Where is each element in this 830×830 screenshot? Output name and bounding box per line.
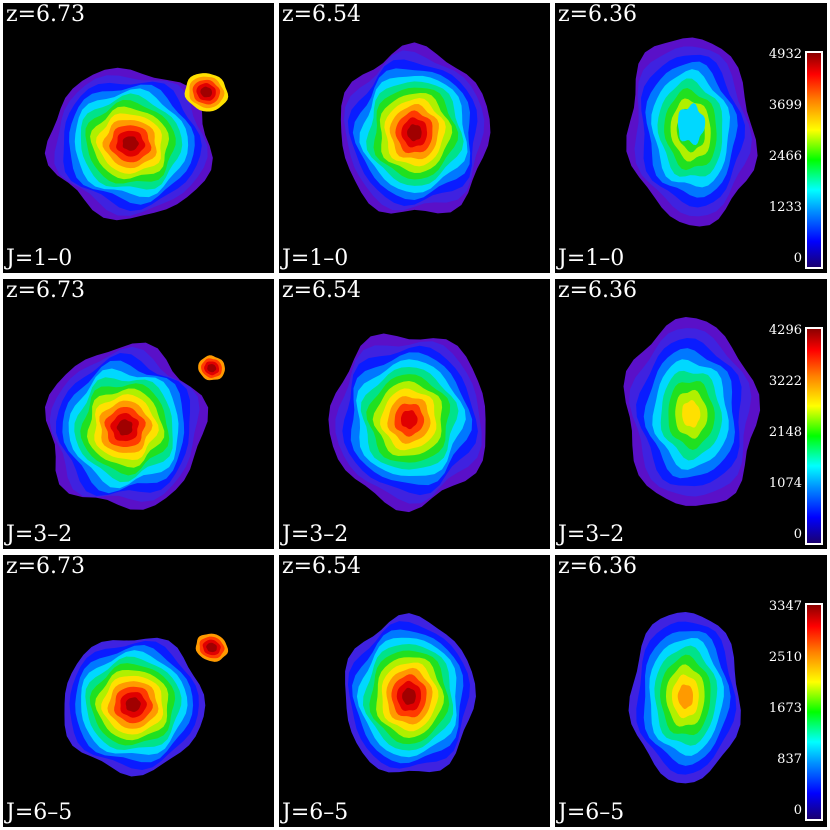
map-panel: z=6.36 J=3–2 4296 3222 2148 1074 0 — [554, 278, 828, 550]
map-panel: z=6.73 J=3–2 — [2, 278, 275, 550]
emission-contour-map — [44, 342, 225, 510]
redshift-label: z=6.73 — [6, 554, 86, 579]
emission-contour-map — [626, 37, 758, 227]
redshift-label: z=6.73 — [6, 2, 86, 27]
colorbar-tick-label: 3222 — [768, 374, 802, 389]
colorbar-tick-label: 0 — [793, 527, 802, 542]
colorbar — [805, 327, 823, 545]
transition-label: J=6–5 — [282, 800, 349, 825]
transition-label: J=3–2 — [282, 522, 349, 547]
contour-level — [207, 363, 217, 373]
map-panel: z=6.54 J=3–2 — [278, 278, 551, 550]
emission-contour-map — [340, 42, 491, 214]
map-panel: z=6.73 J=1–0 — [2, 2, 275, 274]
contour-level — [122, 136, 139, 151]
emission-contour-map — [623, 317, 761, 506]
redshift-label: z=6.36 — [558, 554, 638, 579]
transition-label: J=6–5 — [6, 800, 73, 825]
redshift-label: z=6.54 — [282, 554, 362, 579]
transition-label: J=1–0 — [558, 246, 625, 271]
contour-level — [206, 642, 217, 653]
transition-label: J=1–0 — [282, 246, 349, 271]
contour-level — [677, 102, 706, 146]
map-panel: z=6.54 J=1–0 — [278, 2, 551, 274]
colorbar-tick-label: 0 — [793, 803, 802, 818]
contour-level — [116, 419, 133, 436]
colorbar-tick-label: 1673 — [768, 701, 802, 716]
redshift-label: z=6.73 — [6, 278, 86, 303]
map-panel: z=6.73 J=6–5 — [2, 554, 275, 828]
emission-contour-map — [44, 67, 229, 221]
colorbar-tick-label: 4296 — [768, 323, 802, 338]
redshift-label: z=6.36 — [558, 2, 638, 27]
contour-level — [200, 86, 213, 98]
contour-level — [407, 124, 422, 142]
transition-label: J=6–5 — [558, 800, 625, 825]
colorbar-tick-label: 2466 — [768, 149, 802, 164]
contour-level — [401, 410, 418, 430]
contour-level — [682, 400, 701, 428]
colorbar — [805, 51, 823, 269]
emission-contour-map — [345, 613, 476, 773]
colorbar-tick-label: 1233 — [768, 200, 802, 215]
map-panel: z=6.36 J=6–5 3347 2510 1673 837 0 — [554, 554, 828, 828]
colorbar-tick-label: 0 — [793, 251, 802, 266]
contour-level — [125, 697, 141, 712]
emission-contour-map — [628, 611, 741, 784]
emission-contour-map — [328, 333, 486, 513]
emission-contour-map — [64, 633, 229, 777]
colorbar-tick-label: 837 — [777, 752, 802, 767]
transition-label: J=3–2 — [558, 522, 625, 547]
colorbar — [805, 603, 823, 821]
redshift-label: z=6.36 — [558, 278, 638, 303]
colorbar-tick-label: 3347 — [768, 599, 802, 614]
transition-label: J=3–2 — [6, 522, 73, 547]
map-panel: z=6.36 J=1–0 4932 3699 2466 1233 0 — [554, 2, 828, 274]
contour-level — [402, 687, 416, 705]
transition-label: J=1–0 — [6, 246, 73, 271]
contour-level — [677, 684, 693, 709]
colorbar-tick-label: 3699 — [768, 98, 802, 113]
colorbar-tick-label: 1074 — [768, 476, 802, 491]
redshift-label: z=6.54 — [282, 278, 362, 303]
colorbar-tick-label: 2148 — [768, 425, 802, 440]
colorbar-tick-label: 4932 — [768, 47, 802, 62]
redshift-label: z=6.54 — [282, 2, 362, 27]
map-panel: z=6.54 J=6–5 — [278, 554, 551, 828]
colorbar-tick-label: 2510 — [768, 650, 802, 665]
